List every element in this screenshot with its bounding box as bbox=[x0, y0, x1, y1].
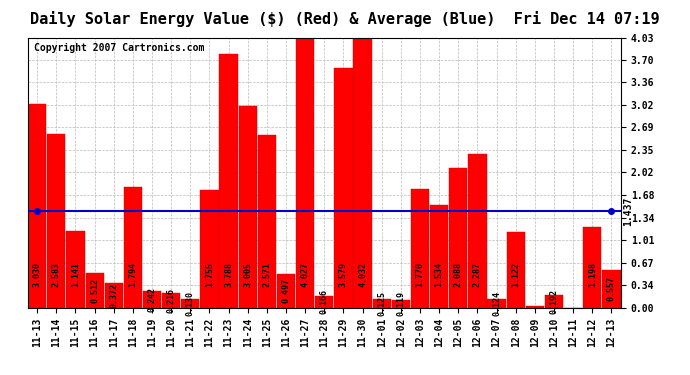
Bar bbox=[373, 299, 391, 307]
Text: 1.534: 1.534 bbox=[435, 261, 444, 286]
Bar bbox=[335, 68, 353, 308]
Bar bbox=[239, 106, 257, 307]
Text: 0.216: 0.216 bbox=[167, 288, 176, 313]
Bar bbox=[105, 283, 123, 308]
Text: 1.794: 1.794 bbox=[128, 261, 137, 286]
Bar bbox=[315, 296, 333, 307]
Bar bbox=[296, 38, 314, 308]
Bar bbox=[487, 299, 506, 307]
Text: 1.755: 1.755 bbox=[205, 261, 214, 286]
Bar bbox=[181, 299, 199, 307]
Bar bbox=[411, 189, 429, 308]
Bar bbox=[449, 168, 467, 308]
Text: 2.287: 2.287 bbox=[473, 261, 482, 286]
Text: 0.497: 0.497 bbox=[282, 278, 290, 303]
Text: 4.027: 4.027 bbox=[301, 261, 310, 286]
Bar bbox=[258, 135, 276, 308]
Text: 0.242: 0.242 bbox=[148, 287, 157, 312]
Text: 0.557: 0.557 bbox=[607, 276, 616, 302]
Bar bbox=[469, 154, 486, 308]
Bar bbox=[526, 306, 544, 308]
Bar bbox=[506, 232, 525, 308]
Text: 2.583: 2.583 bbox=[52, 261, 61, 286]
Text: 2.088: 2.088 bbox=[454, 261, 463, 286]
Bar bbox=[47, 135, 66, 308]
Text: 1.122: 1.122 bbox=[511, 261, 520, 286]
Text: 0.125: 0.125 bbox=[377, 291, 386, 316]
Bar bbox=[602, 270, 620, 308]
Bar bbox=[219, 54, 237, 307]
Text: 0.372: 0.372 bbox=[109, 282, 118, 308]
Bar bbox=[430, 205, 448, 308]
Bar bbox=[124, 187, 142, 308]
Text: 1.437: 1.437 bbox=[623, 196, 633, 226]
Bar bbox=[162, 293, 180, 308]
Bar bbox=[66, 231, 85, 308]
Bar bbox=[545, 295, 563, 307]
Text: 0.130: 0.130 bbox=[186, 291, 195, 316]
Text: 1.198: 1.198 bbox=[588, 261, 597, 286]
Bar bbox=[353, 38, 372, 308]
Text: 1.141: 1.141 bbox=[71, 261, 80, 286]
Text: 1.770: 1.770 bbox=[415, 261, 424, 286]
Bar bbox=[392, 300, 410, 307]
Text: Copyright 2007 Cartronics.com: Copyright 2007 Cartronics.com bbox=[34, 43, 204, 53]
Bar bbox=[86, 273, 104, 308]
Bar bbox=[143, 291, 161, 308]
Bar bbox=[200, 190, 219, 308]
Text: 3.005: 3.005 bbox=[244, 261, 253, 286]
Bar bbox=[583, 227, 602, 308]
Text: 3.579: 3.579 bbox=[339, 261, 348, 286]
Text: 3.788: 3.788 bbox=[224, 261, 233, 286]
Bar bbox=[277, 274, 295, 308]
Text: 2.571: 2.571 bbox=[262, 261, 271, 286]
Bar bbox=[28, 105, 46, 308]
Text: 0.166: 0.166 bbox=[319, 290, 329, 315]
Text: 3.030: 3.030 bbox=[32, 261, 41, 286]
Text: Daily Solar Energy Value ($) (Red) & Average (Blue)  Fri Dec 14 07:19: Daily Solar Energy Value ($) (Red) & Ave… bbox=[30, 11, 660, 27]
Text: 4.032: 4.032 bbox=[358, 261, 367, 286]
Text: 0.192: 0.192 bbox=[549, 289, 558, 314]
Text: 0.119: 0.119 bbox=[396, 291, 405, 316]
Text: 0.124: 0.124 bbox=[492, 291, 501, 316]
Text: 0.512: 0.512 bbox=[90, 278, 99, 303]
